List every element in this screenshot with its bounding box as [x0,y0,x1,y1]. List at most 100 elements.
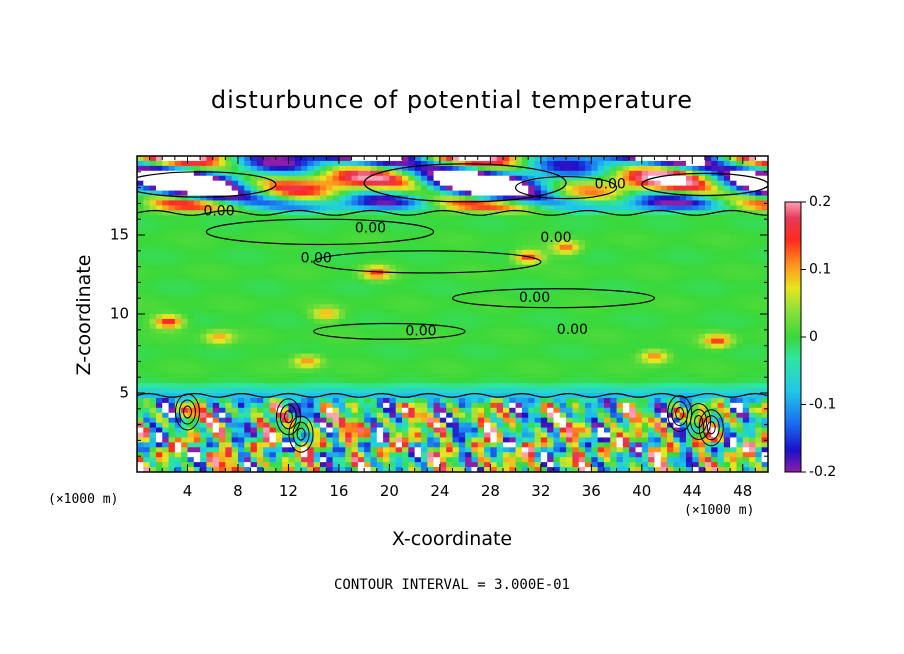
heatmap-cell [402,225,409,231]
heatmap-cell [269,274,277,281]
heatmap-cell [616,200,624,206]
heatmap-cell [635,328,643,335]
heatmap-cell [200,309,208,315]
heatmap-cell [357,397,365,404]
heatmap-cell [484,185,491,192]
heatmap-cell [338,185,346,192]
heatmap-cell [155,269,163,276]
heatmap-cell [433,314,441,320]
heatmap-cell [212,363,220,369]
heatmap-cell [212,304,220,310]
heatmap-cell [269,323,277,330]
heatmap-cell [193,230,201,236]
heatmap-cell [275,338,283,345]
heatmap-cell [496,383,504,389]
heatmap-cell [162,225,170,231]
heatmap-cell [420,328,428,335]
heatmap-cell [193,323,201,330]
heatmap-cell [553,205,561,211]
heatmap-cell [193,269,201,276]
heatmap-cell [660,309,668,315]
heatmap-cell [502,239,510,246]
heatmap-cell [591,254,599,261]
heatmap-cell [187,363,195,369]
heatmap-cell [231,363,239,369]
heatmap-cell [155,299,163,305]
heatmap-cell [521,378,529,384]
heatmap-cell [244,239,252,246]
heatmap-cell [484,259,491,266]
heatmap-cell [206,249,214,256]
heatmap-cell [162,279,170,285]
heatmap-cell [408,378,416,384]
heatmap-cell [439,294,447,300]
heatmap-cell [654,235,662,241]
heatmap-cell [256,254,264,261]
heatmap-cell [326,259,334,266]
heatmap-cell [446,200,454,206]
heatmap-cell [704,368,712,374]
heatmap-cell [200,343,208,350]
heatmap-cell [471,165,479,172]
heatmap-cell [376,195,384,202]
heatmap-cell [439,353,447,360]
heatmap-cell [376,388,384,394]
heatmap-cell [610,170,618,177]
heatmap-cell [547,225,555,231]
heatmap-cell [698,294,706,300]
heatmap-cell [641,343,649,350]
heatmap-cell [212,180,220,187]
heatmap-cell [231,264,239,271]
heatmap-cell [345,318,353,325]
heatmap-cell [332,284,340,290]
heatmap-cell [591,249,599,256]
heatmap-cell [439,185,447,192]
heatmap-cell [414,220,422,226]
heatmap-cell [547,205,555,211]
heatmap-cell [509,210,517,216]
heatmap-cell [282,318,290,325]
heatmap-cell [200,225,208,231]
heatmap-cell [193,284,201,290]
heatmap-cell [383,328,390,335]
heatmap-cell [256,165,264,172]
heatmap-cell [761,378,768,384]
heatmap-cell [648,328,656,335]
heatmap-cell [282,180,290,187]
heatmap-cell [692,210,700,216]
heatmap-cell [490,358,498,364]
heatmap-cell [591,333,599,340]
heatmap-cell [755,180,763,187]
heatmap-cell [730,274,738,281]
heatmap-cell [471,274,479,281]
heatmap-cell [395,289,403,295]
heatmap-cell [452,210,460,216]
heatmap-cell [250,328,258,335]
heatmap-cell [685,338,693,345]
heatmap-cell [591,264,599,271]
heatmap-cell [717,279,725,285]
heatmap-cell [155,210,163,216]
heatmap-cell [660,289,668,295]
heatmap-cell [698,195,706,202]
heatmap-cell [143,264,151,271]
heatmap-cell [250,215,258,221]
heatmap-cell [427,309,435,315]
heatmap-cell [490,363,498,369]
heatmap-cell [351,239,359,246]
heatmap-cell [679,269,687,276]
heatmap-cell [742,264,750,271]
heatmap-cell [566,397,573,404]
heatmap-cell [749,383,756,389]
heatmap-cell [698,249,706,256]
heatmap-cell [383,254,390,261]
heatmap-cell [610,358,618,364]
heatmap-cell [572,185,580,192]
heatmap-cell [622,314,630,320]
heatmap-cell [193,299,201,305]
heatmap-cell [351,175,359,182]
heatmap-cell [685,397,693,404]
heatmap-cell [711,323,719,330]
heatmap-cell [629,249,637,256]
heatmap-cell [540,200,548,206]
